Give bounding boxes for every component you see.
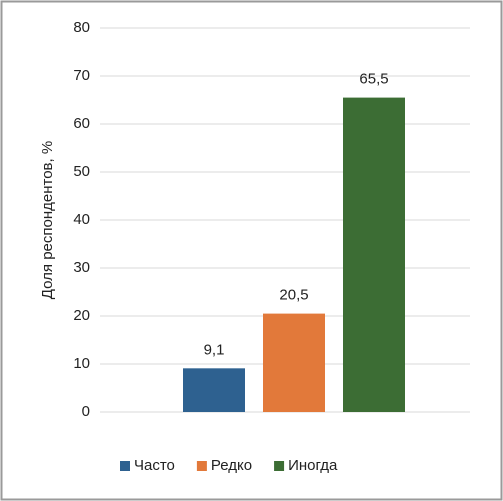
y-tick-label: 0 — [82, 403, 90, 420]
data-label: 65,5 — [359, 71, 388, 88]
data-label: 9,1 — [204, 341, 225, 358]
legend-label: Иногда — [288, 457, 338, 474]
legend-swatch — [120, 461, 130, 471]
legend-label: Часто — [134, 457, 175, 474]
y-tick-label: 20 — [73, 307, 90, 324]
y-tick-label: 30 — [73, 259, 90, 276]
legend-label: Редко — [211, 457, 252, 474]
y-axis-label: Доля респондентов, % — [39, 141, 56, 299]
data-label: 20,5 — [279, 287, 308, 304]
y-tick-label: 70 — [73, 67, 90, 84]
y-tick-label: 80 — [73, 19, 90, 36]
legend-swatch — [196, 461, 207, 471]
y-tick-label: 50 — [73, 163, 90, 180]
y-tick-label: 10 — [73, 355, 90, 372]
y-tick-label: 40 — [73, 211, 90, 228]
y-tick-label: 60 — [73, 115, 90, 132]
bar — [343, 97, 405, 412]
bar — [183, 368, 245, 412]
legend-swatch — [274, 461, 285, 471]
bar — [263, 313, 325, 412]
